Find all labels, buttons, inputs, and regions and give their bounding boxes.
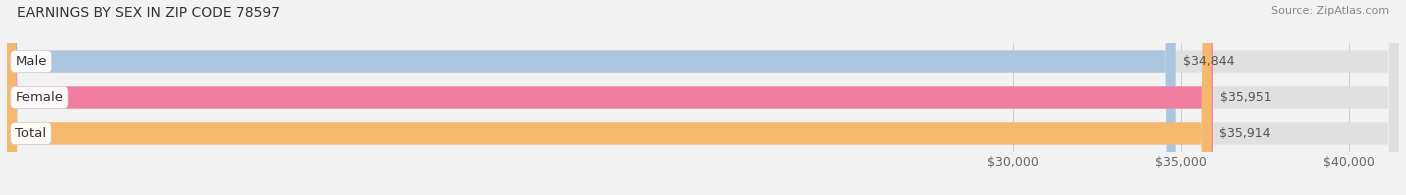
Text: $35,951: $35,951: [1220, 91, 1271, 104]
FancyBboxPatch shape: [7, 0, 1399, 195]
Text: EARNINGS BY SEX IN ZIP CODE 78597: EARNINGS BY SEX IN ZIP CODE 78597: [17, 6, 280, 20]
Text: $34,844: $34,844: [1182, 55, 1234, 68]
FancyBboxPatch shape: [7, 0, 1213, 195]
FancyBboxPatch shape: [7, 0, 1212, 195]
FancyBboxPatch shape: [7, 0, 1175, 195]
FancyBboxPatch shape: [7, 0, 1399, 195]
Text: Male: Male: [15, 55, 46, 68]
Text: Female: Female: [15, 91, 63, 104]
Text: $35,914: $35,914: [1219, 127, 1270, 140]
Text: Total: Total: [15, 127, 46, 140]
Text: Source: ZipAtlas.com: Source: ZipAtlas.com: [1271, 6, 1389, 16]
FancyBboxPatch shape: [7, 0, 1399, 195]
